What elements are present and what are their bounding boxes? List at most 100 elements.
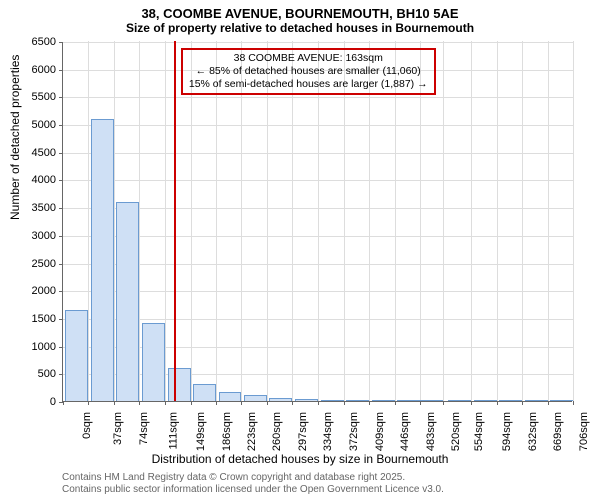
ytick-label: 2500 xyxy=(16,258,56,270)
ytick-mark xyxy=(59,374,63,375)
histogram-bar xyxy=(474,400,497,401)
xtick-label: 483sqm xyxy=(425,412,437,451)
xtick-mark xyxy=(522,401,523,405)
ytick-mark xyxy=(59,180,63,181)
annotation-line: ← 85% of detached houses are smaller (11… xyxy=(189,65,428,78)
ytick-label: 3500 xyxy=(16,202,56,214)
ytick-mark xyxy=(59,236,63,237)
xtick-label: 669sqm xyxy=(552,412,564,451)
xtick-mark xyxy=(395,401,396,405)
histogram-bar xyxy=(116,202,139,401)
histogram-bar xyxy=(346,400,369,401)
xtick-label: 297sqm xyxy=(297,412,309,451)
histogram-bar xyxy=(499,400,522,401)
histogram-bar xyxy=(65,310,88,401)
xtick-mark xyxy=(165,401,166,405)
histogram-bar xyxy=(525,400,548,401)
marker-line xyxy=(174,41,176,401)
footer-line-2: Contains public sector information licen… xyxy=(62,484,444,496)
xtick-mark xyxy=(497,401,498,405)
histogram-bar xyxy=(219,392,242,401)
footer-line-1: Contains HM Land Registry data © Crown c… xyxy=(62,472,444,484)
xtick-mark xyxy=(241,401,242,405)
xtick-label: 706sqm xyxy=(578,412,590,451)
xtick-mark xyxy=(369,401,370,405)
xtick-mark xyxy=(344,401,345,405)
chart-title: 38, COOMBE AVENUE, BOURNEMOUTH, BH10 5AE xyxy=(0,0,600,21)
gridline-v xyxy=(548,41,549,401)
plot-area: 38 COOMBE AVENUE: 163sqm← 85% of detache… xyxy=(62,42,572,402)
xtick-label: 111sqm xyxy=(168,412,180,450)
gridline-v xyxy=(165,41,166,401)
xtick-mark xyxy=(292,401,293,405)
xtick-label: 409sqm xyxy=(374,412,386,451)
ytick-mark xyxy=(59,153,63,154)
histogram-bar xyxy=(193,384,216,401)
ytick-label: 5000 xyxy=(16,119,56,131)
histogram-bar xyxy=(397,400,420,401)
histogram-bar xyxy=(269,398,292,401)
xtick-label: 186sqm xyxy=(221,412,233,451)
ytick-label: 6500 xyxy=(16,36,56,48)
xtick-mark xyxy=(471,401,472,405)
ytick-mark xyxy=(59,70,63,71)
gridline-v xyxy=(471,41,472,401)
gridline-v xyxy=(139,41,140,401)
xtick-mark xyxy=(114,401,115,405)
xtick-label: 0sqm xyxy=(81,412,93,439)
histogram-bar xyxy=(550,400,573,401)
footer-attribution: Contains HM Land Registry data © Crown c… xyxy=(62,472,444,496)
xtick-label: 149sqm xyxy=(195,412,207,451)
xtick-mark xyxy=(267,401,268,405)
xtick-label: 632sqm xyxy=(527,412,539,451)
chart-area: 38 COOMBE AVENUE: 163sqm← 85% of detache… xyxy=(62,42,572,402)
y-axis-title: Number of detached properties xyxy=(8,55,22,220)
histogram-bar xyxy=(91,119,114,401)
xtick-label: 520sqm xyxy=(450,412,462,451)
ytick-mark xyxy=(59,97,63,98)
histogram-bar xyxy=(321,400,344,401)
histogram-bar xyxy=(244,395,267,401)
x-axis-title: Distribution of detached houses by size … xyxy=(0,452,600,466)
xtick-mark xyxy=(318,401,319,405)
ytick-mark xyxy=(59,42,63,43)
ytick-label: 5500 xyxy=(16,91,56,103)
xtick-mark xyxy=(139,401,140,405)
gridline-v xyxy=(443,41,444,401)
xtick-mark xyxy=(88,401,89,405)
xtick-mark xyxy=(548,401,549,405)
gridline-v xyxy=(497,41,498,401)
ytick-label: 6000 xyxy=(16,64,56,76)
xtick-label: 37sqm xyxy=(112,412,124,445)
xtick-label: 554sqm xyxy=(473,412,485,451)
xtick-mark xyxy=(443,401,444,405)
ytick-label: 1500 xyxy=(16,313,56,325)
annotation-line: 15% of semi-detached houses are larger (… xyxy=(189,78,428,91)
ytick-label: 3000 xyxy=(16,230,56,242)
xtick-label: 260sqm xyxy=(272,412,284,451)
xtick-label: 372sqm xyxy=(348,412,360,451)
xtick-label: 446sqm xyxy=(399,412,411,451)
ytick-label: 4000 xyxy=(16,174,56,186)
ytick-mark xyxy=(59,347,63,348)
ytick-mark xyxy=(59,264,63,265)
ytick-label: 1000 xyxy=(16,341,56,353)
ytick-label: 4500 xyxy=(16,147,56,159)
gridline-v xyxy=(573,41,574,401)
xtick-mark xyxy=(216,401,217,405)
xtick-label: 223sqm xyxy=(246,412,258,451)
xtick-mark xyxy=(573,401,574,405)
xtick-label: 594sqm xyxy=(501,412,513,451)
histogram-bar xyxy=(420,400,443,401)
xtick-label: 74sqm xyxy=(138,412,150,445)
ytick-label: 0 xyxy=(16,396,56,408)
histogram-bar xyxy=(168,368,191,401)
xtick-mark xyxy=(63,401,64,405)
ytick-mark xyxy=(59,291,63,292)
xtick-mark xyxy=(420,401,421,405)
ytick-label: 2000 xyxy=(16,285,56,297)
ytick-mark xyxy=(59,208,63,209)
ytick-mark xyxy=(59,319,63,320)
xtick-mark xyxy=(191,401,192,405)
annotation-box: 38 COOMBE AVENUE: 163sqm← 85% of detache… xyxy=(181,48,436,95)
